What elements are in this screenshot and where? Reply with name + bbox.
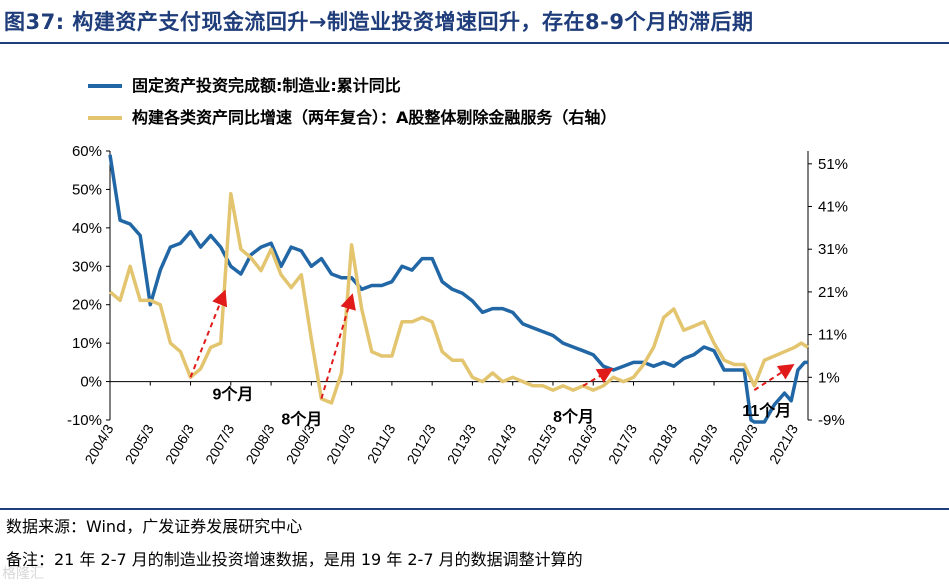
right-axis-tick-label: 31%	[818, 241, 848, 258]
left-axis-tick-label: 20%	[72, 297, 102, 314]
lag-arrow	[753, 364, 795, 391]
left-axis-tick-label: 60%	[72, 143, 102, 160]
lag-label: 8个月	[553, 407, 594, 426]
x-axis-tick-label: 2004/3	[81, 421, 116, 466]
watermark: 格隆汇	[2, 566, 44, 582]
x-axis-tick-label: 2007/3	[202, 421, 237, 466]
series-line-assets	[108, 191, 809, 405]
x-axis-tick-label: 2017/3	[605, 421, 640, 466]
data-source: 数据来源：Wind，广发证券发展研究中心	[6, 517, 303, 536]
x-axis-tick-label: 2013/3	[444, 421, 479, 466]
left-axis-tick-label: 40%	[72, 220, 102, 237]
right-axis-tick-label: 41%	[818, 199, 848, 216]
left-axis-tick-label: 30%	[72, 258, 102, 275]
x-axis-tick-label: 2008/3	[242, 421, 277, 466]
series-line-manufacturing	[108, 154, 808, 424]
x-axis-tick-label: 2015/3	[524, 421, 559, 466]
lag-arrow	[320, 293, 356, 399]
x-axis-tick-label: 2005/3	[122, 421, 157, 466]
legend-label-assets: 构建各类资产同比增速（两年复合）：A股整体剔除金融服务（右轴）	[132, 108, 617, 127]
lag-label: 11个月	[742, 401, 791, 420]
right-axis-tick-label: 1%	[818, 369, 840, 386]
x-axis-tick-label: 2019/3	[685, 421, 720, 466]
x-axis-tick-label: 2020/3	[726, 421, 761, 466]
legend-swatch-assets	[88, 116, 122, 120]
left-axis-tick-label: -10%	[67, 412, 102, 429]
left-axis-tick-label: 0%	[80, 374, 102, 391]
x-axis-tick-label: 2009/3	[283, 421, 318, 466]
x-axis-tick-label: 2011/3	[364, 421, 399, 465]
right-axis-tick-label: 51%	[818, 156, 848, 173]
title-divider	[0, 42, 949, 44]
legend-swatch-manufacturing	[88, 84, 122, 88]
lag-arrow	[189, 289, 228, 378]
footnote: 备注：21 年 2-7 月的制造业投资增速数据，是用 19 年 2-7 月的数据…	[6, 550, 583, 569]
x-axis-tick-label: 2021/3	[766, 421, 801, 466]
x-axis-tick-label: 2010/3	[323, 421, 358, 466]
lag-label: 8个月	[281, 410, 322, 429]
footer-divider	[0, 508, 949, 510]
right-axis-tick-label: -9%	[818, 412, 845, 429]
x-axis-tick-label: 2012/3	[403, 421, 438, 466]
right-axis-tick-label: 11%	[818, 327, 847, 344]
lag-label: 9个月	[213, 384, 254, 403]
lag-arrow	[582, 368, 614, 387]
legend-label-manufacturing: 固定资产投资完成额:制造业:累计同比	[132, 76, 401, 95]
x-axis-tick-label: 2006/3	[162, 421, 197, 466]
x-axis-tick-label: 2014/3	[484, 421, 519, 466]
left-axis-tick-label: 50%	[72, 181, 102, 198]
left-axis-tick-label: 10%	[72, 335, 102, 352]
right-axis-tick-label: 21%	[818, 284, 848, 301]
x-axis-tick-label: 2018/3	[645, 421, 680, 466]
chart-title: 图37: 构建资产支付现金流回升→制造业投资增速回升，存在8-9个月的滞后期	[4, 10, 754, 34]
x-axis-tick-label: 2016/3	[565, 421, 600, 466]
